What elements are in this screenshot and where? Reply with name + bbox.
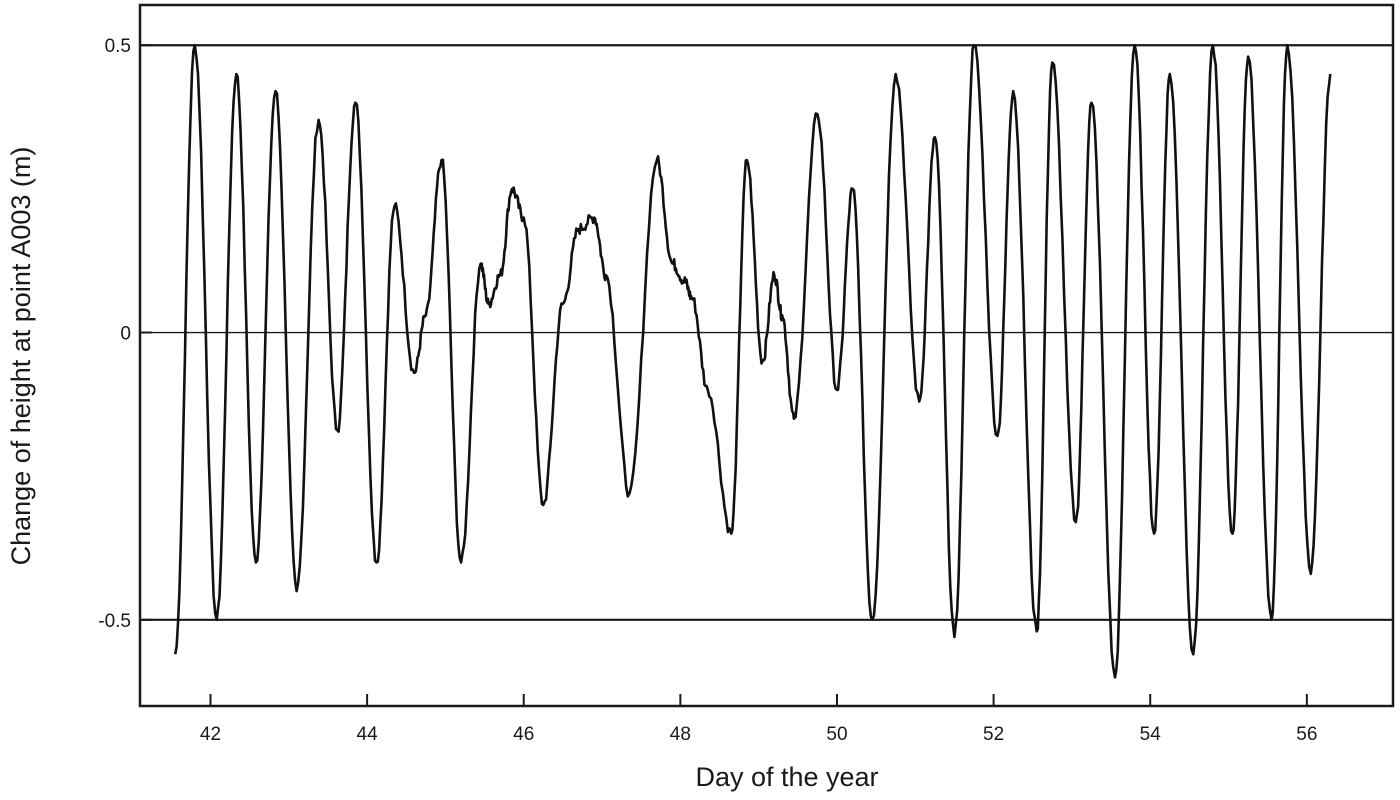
y-axis: 0.5 0 -0.5: [98, 36, 152, 632]
x-tick-label: 44: [357, 724, 379, 745]
y-axis-title: Change of height at point A003 (m): [6, 147, 36, 566]
series-line: [173, 43, 1332, 679]
y-tick-label: -0.5: [98, 611, 131, 632]
x-tick-label: 48: [670, 724, 691, 745]
x-tick-label: 52: [983, 724, 1004, 745]
x-tick-label: 56: [1296, 724, 1317, 745]
x-tick-label: 46: [513, 724, 534, 745]
y-tick-label: 0.5: [105, 36, 131, 57]
x-tick-label: 54: [1140, 724, 1162, 745]
x-axis: 42 44 46 48 50 52 54 56: [200, 694, 1317, 745]
x-tick-label: 42: [200, 724, 221, 745]
x-tick-label: 50: [826, 724, 847, 745]
x-axis-title: Day of the year: [695, 762, 878, 792]
y-tick-label: 0: [120, 324, 131, 345]
plot-frame: [138, 3, 1395, 708]
